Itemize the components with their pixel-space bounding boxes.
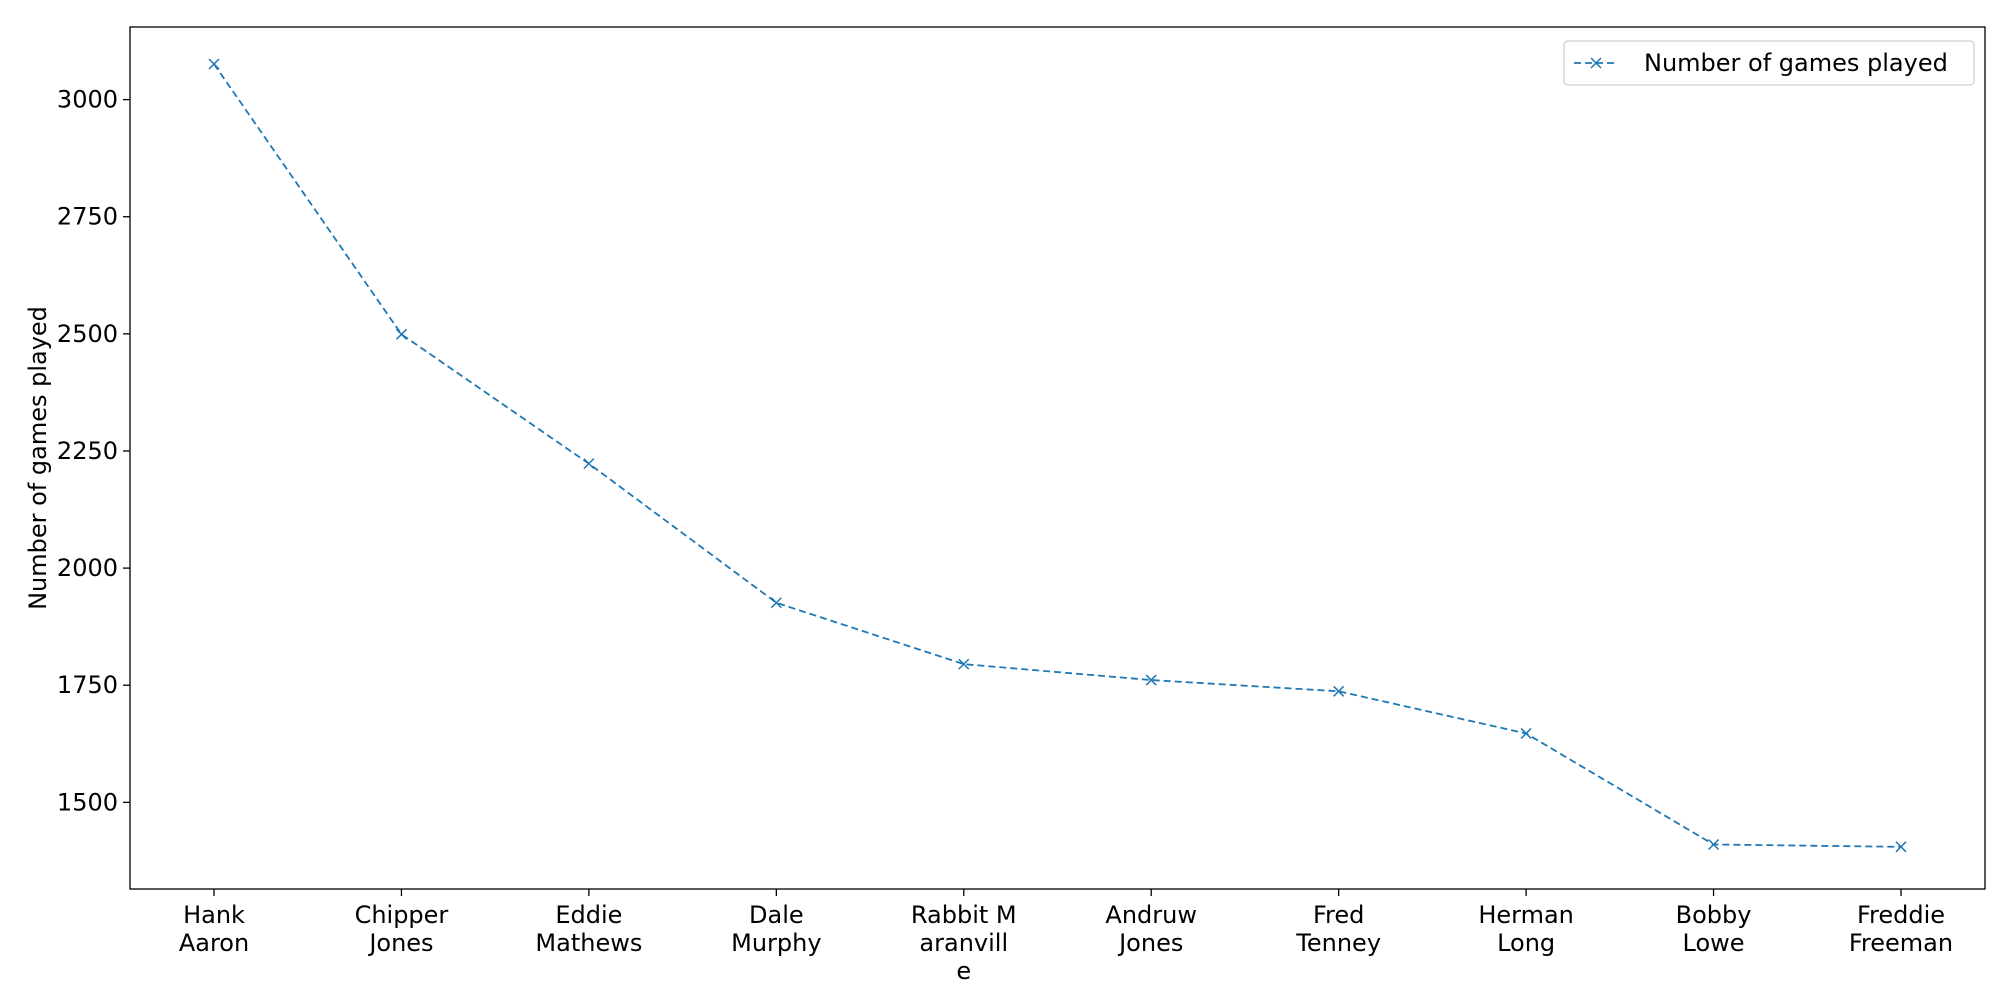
data-point <box>958 658 970 670</box>
y-tick-label: 1500 <box>57 788 118 816</box>
legend-label: Number of games played <box>1644 49 1948 77</box>
y-tick-label: 2500 <box>57 320 118 348</box>
x-tick-label: Fred Tenney <box>1295 901 1381 957</box>
data-point <box>208 58 220 70</box>
x-tick-label: Andruw Jones <box>1105 901 1197 957</box>
data-point <box>770 597 782 609</box>
data-point <box>1895 841 1907 853</box>
x-axis: Hank Aaron Chipper Jones Eddie Mathews Dale Mur… <box>179 889 1953 985</box>
x-tick-label: Hank Aaron <box>179 901 249 957</box>
y-tick-label: 2250 <box>57 437 118 465</box>
series-layer <box>208 58 1907 853</box>
y-tick-label: 2750 <box>57 203 118 231</box>
data-point <box>1333 685 1345 697</box>
x-tick-label: Bobby Lowe <box>1676 901 1752 957</box>
data-point <box>1145 674 1157 686</box>
y-axis-label: Number of games played <box>24 306 52 610</box>
legend: Number of games played <box>1563 40 1975 86</box>
data-point <box>1708 838 1720 851</box>
x-tick-label: Freddie Freeman <box>1849 901 1953 957</box>
y-tick-label: 2000 <box>57 554 118 582</box>
x-tick-label: Eddie Mathews <box>535 901 642 957</box>
data-point <box>1520 727 1532 739</box>
legend-box <box>1563 40 1975 86</box>
x-tick-label: Chipper Jones <box>355 901 449 957</box>
data-point <box>395 328 407 340</box>
y-tick-label: 1750 <box>57 671 118 699</box>
y-tick-label: 3000 <box>57 86 118 114</box>
legend-marker <box>1590 57 1602 69</box>
y-axis: 1500 1750 2000 2250 2500 2750 3000 <box>57 86 130 816</box>
x-tick-label: Dale Murphy <box>731 901 821 957</box>
plot-area <box>129 26 1986 890</box>
series-line <box>213 63 1902 848</box>
data-point <box>583 458 595 470</box>
x-tick-label: Herman Long <box>1478 901 1574 957</box>
